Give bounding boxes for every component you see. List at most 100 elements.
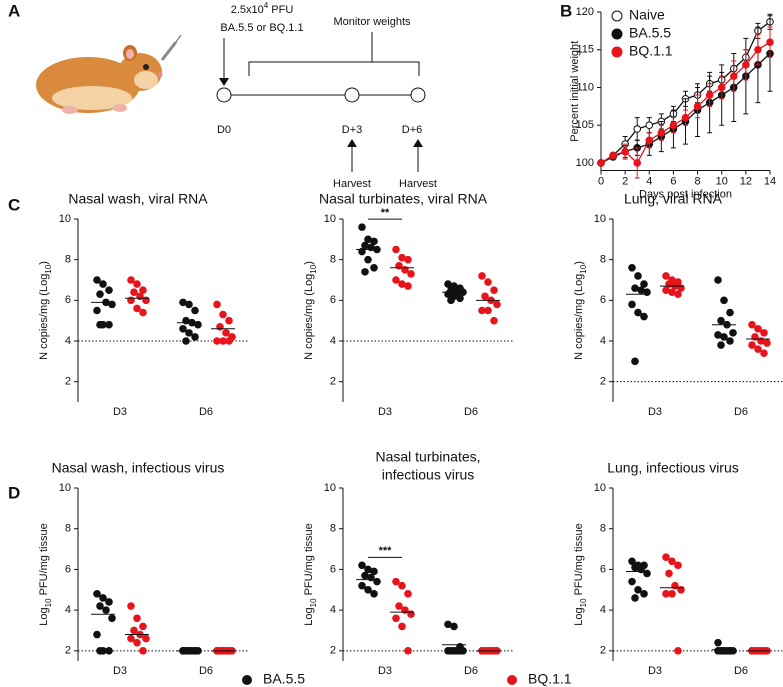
dot: [668, 557, 676, 566]
dot: [373, 577, 381, 586]
x-tick-label: D6: [734, 665, 748, 677]
bracket: [248, 61, 420, 76]
y-tick-label: 2: [600, 645, 606, 657]
panel-letter: A: [8, 1, 20, 20]
y-label-text: N copies/mg (Log: [573, 274, 585, 360]
x-tick-label: D3: [113, 406, 127, 418]
dot: [392, 276, 400, 284]
dot: [96, 647, 104, 655]
x-tick-label: D3: [113, 665, 127, 677]
dot: [484, 278, 492, 286]
y-axis-label: Log10 PFU/mg tissue: [38, 523, 53, 625]
dot: [222, 329, 230, 337]
dot: [447, 296, 455, 305]
y-tick-label: 6: [600, 294, 606, 306]
y-tick-label: 4: [330, 604, 336, 616]
dot: [370, 567, 378, 576]
dot: [133, 614, 141, 623]
dot: [179, 325, 187, 333]
y-label-tail: ): [303, 261, 315, 265]
chart-title: Nasal wash, viral RNA: [68, 191, 208, 207]
x-tick-label: 0: [598, 175, 604, 187]
y-tick-label: 6: [65, 563, 71, 575]
dot: [640, 312, 648, 321]
point: [729, 72, 738, 80]
dot: [194, 320, 202, 329]
x-tick-label: D6: [464, 406, 478, 418]
point: [669, 121, 678, 130]
chart-title: Nasal turbinates, viral RNA: [319, 191, 488, 207]
dot: [407, 270, 415, 278]
y-axis-label: Log10 PFU/mg tissue: [573, 523, 588, 625]
point: [657, 128, 666, 137]
point: [633, 125, 642, 133]
dot: [216, 322, 224, 331]
timepoint: [410, 87, 426, 103]
y-label-tail: PFU/mg tissue: [573, 523, 585, 598]
dot: [490, 286, 498, 294]
dot: [130, 288, 138, 297]
dot: [640, 280, 648, 288]
dot: [108, 614, 116, 623]
dot: [219, 310, 227, 319]
dot: [478, 272, 486, 280]
y-tick-label: 2: [65, 376, 71, 388]
dot: [478, 306, 486, 315]
dot: [450, 622, 458, 631]
dot: [179, 298, 187, 307]
dot: [398, 581, 406, 590]
legend-label: Naive: [629, 7, 665, 23]
dot: [729, 329, 737, 337]
harvest-label: Harvest: [333, 178, 371, 190]
dot: [720, 296, 728, 305]
dot: [358, 561, 366, 570]
x-tick-label: D6: [734, 406, 748, 418]
x-tick-label: D3: [378, 665, 392, 677]
dot: [139, 286, 147, 294]
legend-marker: [611, 46, 623, 58]
dot: [93, 590, 101, 598]
dot: [133, 304, 141, 313]
y-tick-label: 105: [576, 119, 594, 131]
dot: [127, 602, 135, 610]
y-label-text: N copies/mg (Log: [38, 274, 50, 360]
y-label-sub: 10: [309, 264, 318, 273]
dot: [370, 590, 378, 598]
dot: [96, 290, 104, 299]
dot: [361, 241, 369, 250]
dot: [493, 300, 501, 309]
dot: [139, 622, 147, 631]
x-tick-label: 10: [716, 175, 728, 187]
y-tick-label: 8: [330, 254, 336, 266]
dot: [96, 602, 104, 610]
panel-letter: D: [8, 483, 20, 502]
dot: [404, 590, 412, 598]
y-label-sub: 10: [309, 598, 318, 607]
y-tick-label: 8: [65, 523, 71, 535]
dot: [628, 264, 636, 272]
dot: [714, 638, 722, 647]
legend-label: BQ.1.1: [528, 671, 572, 687]
dot: [142, 634, 150, 643]
dot: [628, 300, 636, 309]
y-tick-label: 6: [330, 563, 336, 575]
dot: [392, 245, 400, 254]
dot: [634, 308, 642, 317]
point: [693, 102, 702, 111]
dot: [105, 598, 113, 606]
dot: [105, 647, 113, 655]
y-axis-label: N copies/mg (Log10): [573, 261, 588, 360]
dot: [395, 602, 403, 610]
panel-letter: C: [8, 195, 20, 214]
x-tick-label: D3: [648, 406, 662, 418]
point: [645, 121, 654, 130]
dot: [364, 255, 372, 264]
x-axis-label: Days post infection: [639, 188, 732, 200]
dot: [364, 565, 372, 574]
dot: [133, 638, 141, 647]
y-tick-label: 8: [65, 254, 71, 266]
significance-label: **: [381, 207, 390, 219]
y-axis-label: Percent initial weight: [569, 41, 581, 142]
dot: [484, 306, 492, 315]
